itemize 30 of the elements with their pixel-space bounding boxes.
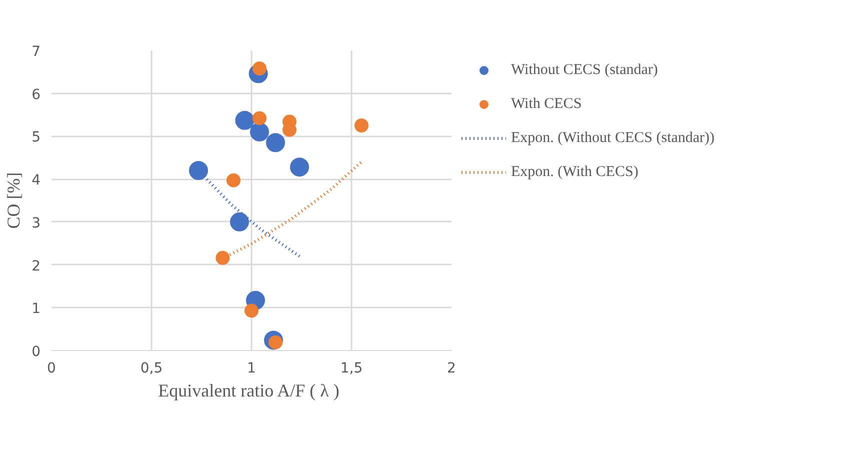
legend-label: Expon. (With CECS) — [511, 164, 638, 180]
x-axis-title: Equivalent ratio A/F ( λ ) — [158, 380, 340, 400]
point — [266, 133, 285, 152]
x-tick-label: 1,5 — [340, 360, 363, 376]
x-tick-label: 0 — [47, 360, 56, 376]
point — [189, 161, 208, 180]
y-tick-label: 4 — [32, 172, 41, 189]
point — [235, 110, 254, 130]
point — [230, 212, 249, 232]
x-tick-label: 2 — [447, 360, 456, 376]
y-tick-label: 1 — [32, 301, 41, 318]
point — [252, 111, 266, 126]
legend-label: Without CECS (standar) — [511, 62, 658, 78]
y-tick-label: 7 — [32, 44, 41, 60]
point — [354, 118, 368, 132]
point — [226, 173, 240, 188]
point — [250, 122, 269, 142]
y-tick-label: 6 — [32, 86, 41, 103]
x-tick-label: 1 — [247, 360, 256, 376]
y-tick-label: 2 — [32, 258, 41, 274]
point — [244, 304, 258, 318]
legend-label: Expon. (Without CECS (standar)) — [511, 130, 715, 146]
y-tick-label: 0 — [32, 344, 41, 360]
y-tick-label: 3 — [32, 215, 41, 232]
y-tick-label: 5 — [32, 130, 41, 146]
point — [216, 250, 230, 265]
legend-label: With CECS — [511, 96, 582, 112]
y-axis-title: CO [%] — [4, 172, 24, 229]
x-tick-label: 0,5 — [140, 360, 163, 376]
point — [290, 158, 309, 177]
